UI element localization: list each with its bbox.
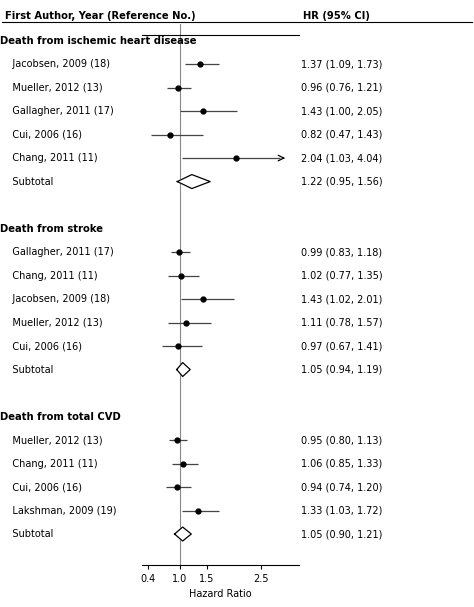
Text: Subtotal: Subtotal bbox=[3, 177, 53, 186]
Text: 0.95 (0.80, 1.13): 0.95 (0.80, 1.13) bbox=[301, 435, 383, 445]
Text: 1.33 (1.03, 1.72): 1.33 (1.03, 1.72) bbox=[301, 506, 383, 515]
Text: 1.43 (1.02, 2.01): 1.43 (1.02, 2.01) bbox=[301, 294, 383, 304]
Text: Chang, 2011 (11): Chang, 2011 (11) bbox=[3, 153, 97, 163]
Text: 1.11 (0.78, 1.57): 1.11 (0.78, 1.57) bbox=[301, 317, 383, 328]
X-axis label: Hazard Ratio: Hazard Ratio bbox=[189, 589, 252, 599]
Text: 1.06 (0.85, 1.33): 1.06 (0.85, 1.33) bbox=[301, 458, 383, 469]
Text: 0.99 (0.83, 1.18): 0.99 (0.83, 1.18) bbox=[301, 247, 383, 257]
Text: HR (95% CI): HR (95% CI) bbox=[303, 12, 370, 21]
Text: Death from total CVD: Death from total CVD bbox=[0, 412, 121, 421]
Text: Cui, 2006 (16): Cui, 2006 (16) bbox=[3, 482, 82, 492]
Text: 1.22 (0.95, 1.56): 1.22 (0.95, 1.56) bbox=[301, 177, 383, 186]
Text: 0.82 (0.47, 1.43): 0.82 (0.47, 1.43) bbox=[301, 129, 383, 140]
Text: Mueller, 2012 (13): Mueller, 2012 (13) bbox=[3, 83, 102, 93]
Text: Jacobsen, 2009 (18): Jacobsen, 2009 (18) bbox=[3, 59, 109, 69]
Text: Gallagher, 2011 (17): Gallagher, 2011 (17) bbox=[3, 106, 113, 116]
Polygon shape bbox=[177, 362, 190, 376]
Text: Gallagher, 2011 (17): Gallagher, 2011 (17) bbox=[3, 247, 113, 257]
Polygon shape bbox=[177, 175, 210, 189]
Text: 0.97 (0.67, 1.41): 0.97 (0.67, 1.41) bbox=[301, 341, 383, 351]
Text: Mueller, 2012 (13): Mueller, 2012 (13) bbox=[3, 435, 102, 445]
Text: 1.02 (0.77, 1.35): 1.02 (0.77, 1.35) bbox=[301, 271, 383, 280]
Text: 1.37 (1.09, 1.73): 1.37 (1.09, 1.73) bbox=[301, 59, 383, 69]
Text: 0.96 (0.76, 1.21): 0.96 (0.76, 1.21) bbox=[301, 83, 383, 93]
Text: Cui, 2006 (16): Cui, 2006 (16) bbox=[3, 341, 82, 351]
Text: First Author, Year (Reference No.): First Author, Year (Reference No.) bbox=[5, 12, 195, 21]
Text: Lakshman, 2009 (19): Lakshman, 2009 (19) bbox=[3, 506, 116, 515]
Text: 1.05 (0.94, 1.19): 1.05 (0.94, 1.19) bbox=[301, 365, 383, 375]
Text: Death from stroke: Death from stroke bbox=[0, 223, 103, 234]
Text: 0.94 (0.74, 1.20): 0.94 (0.74, 1.20) bbox=[301, 482, 383, 492]
Text: 1.43 (1.00, 2.05): 1.43 (1.00, 2.05) bbox=[301, 106, 383, 116]
Text: Cui, 2006 (16): Cui, 2006 (16) bbox=[3, 129, 82, 140]
Text: Chang, 2011 (11): Chang, 2011 (11) bbox=[3, 271, 97, 280]
Polygon shape bbox=[174, 527, 191, 541]
Text: Mueller, 2012 (13): Mueller, 2012 (13) bbox=[3, 317, 102, 328]
Text: 1.05 (0.90, 1.21): 1.05 (0.90, 1.21) bbox=[301, 529, 383, 539]
Text: Jacobsen, 2009 (18): Jacobsen, 2009 (18) bbox=[3, 294, 109, 304]
Text: 2.04 (1.03, 4.04): 2.04 (1.03, 4.04) bbox=[301, 153, 383, 163]
Text: Subtotal: Subtotal bbox=[3, 529, 53, 539]
Text: Chang, 2011 (11): Chang, 2011 (11) bbox=[3, 458, 97, 469]
Text: Death from ischemic heart disease: Death from ischemic heart disease bbox=[0, 36, 197, 46]
Text: Subtotal: Subtotal bbox=[3, 365, 53, 375]
